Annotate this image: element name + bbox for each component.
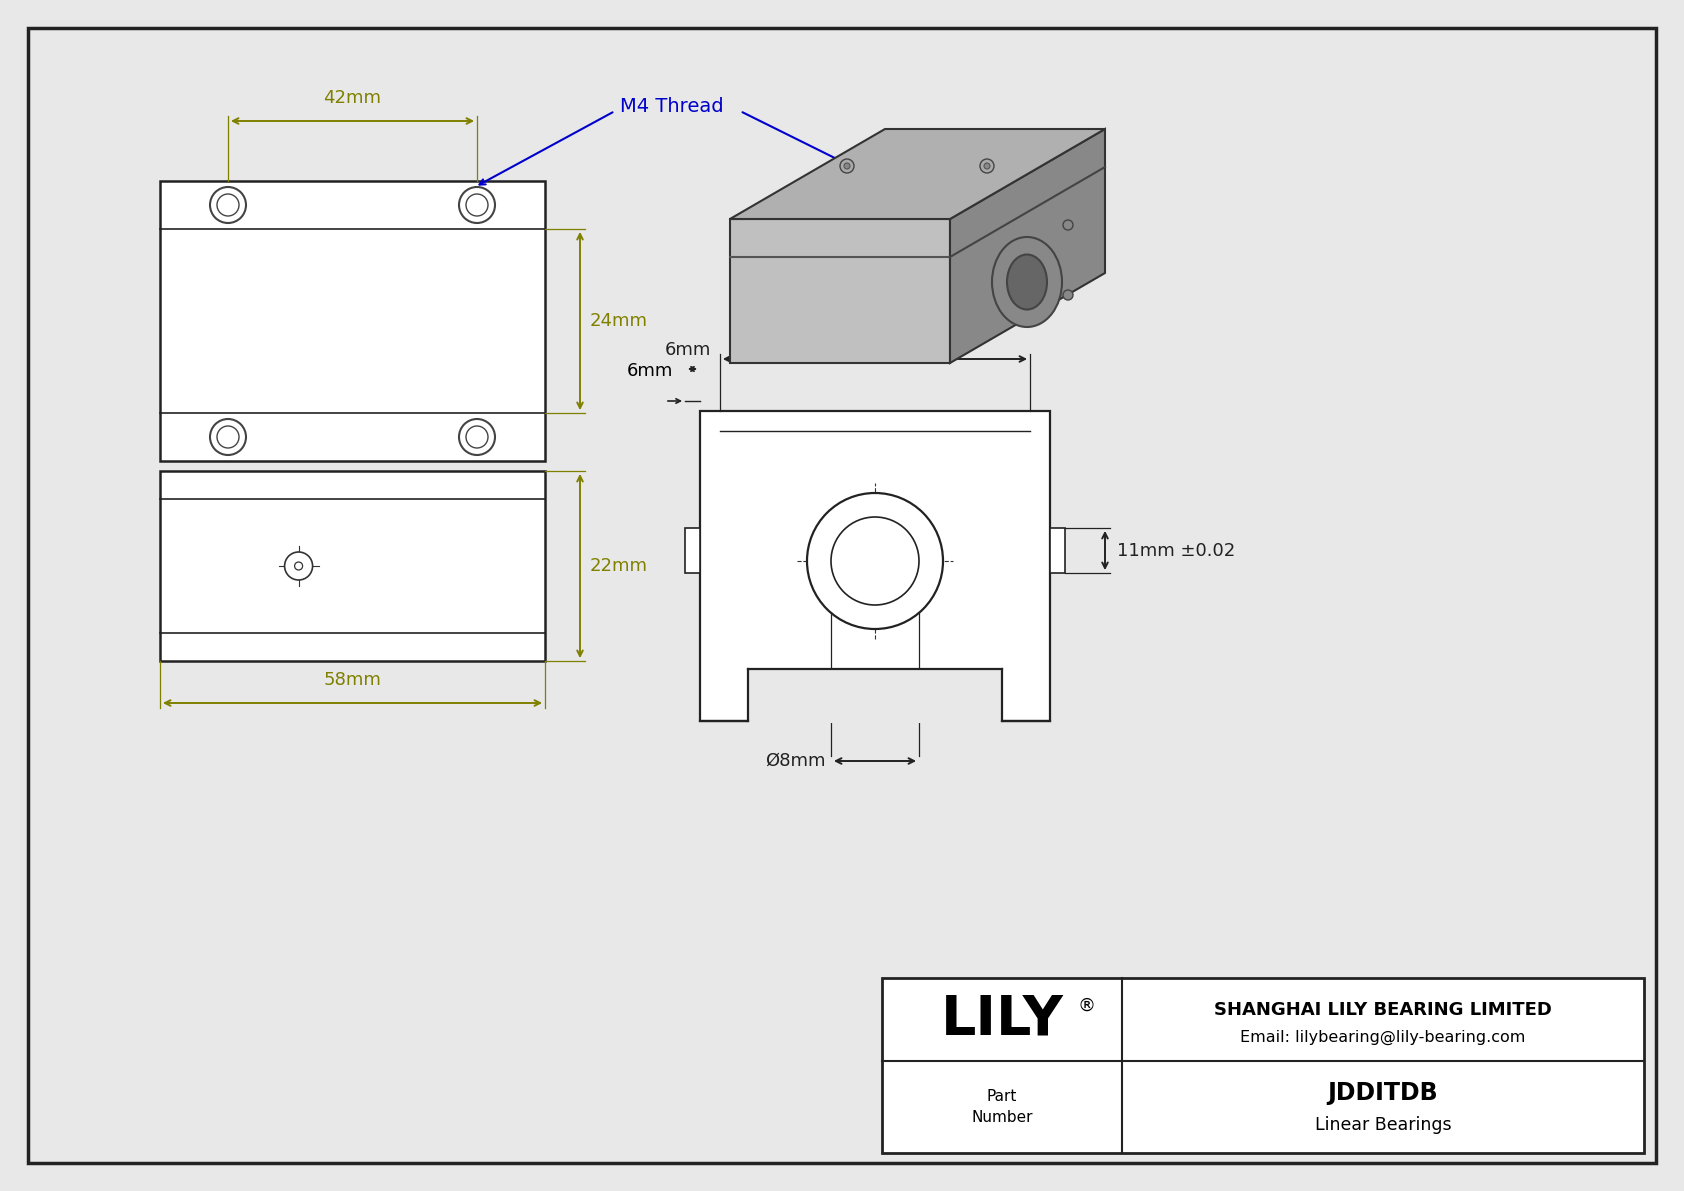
Circle shape <box>466 194 488 216</box>
Circle shape <box>844 163 850 169</box>
Text: LILY: LILY <box>941 992 1063 1047</box>
FancyBboxPatch shape <box>160 470 546 661</box>
Circle shape <box>466 426 488 448</box>
Circle shape <box>210 187 246 223</box>
Text: Linear Bearings: Linear Bearings <box>1315 1116 1452 1134</box>
Ellipse shape <box>1007 255 1047 310</box>
Circle shape <box>983 163 990 169</box>
FancyBboxPatch shape <box>882 978 1644 1153</box>
Circle shape <box>295 562 303 570</box>
Circle shape <box>830 517 919 605</box>
Circle shape <box>1063 220 1073 230</box>
Circle shape <box>1063 289 1073 300</box>
Text: JDDITDB: JDDITDB <box>1327 1081 1438 1105</box>
Circle shape <box>285 551 313 580</box>
Circle shape <box>840 160 854 173</box>
Text: Ø8mm: Ø8mm <box>766 752 825 771</box>
Circle shape <box>460 419 495 455</box>
Circle shape <box>217 426 239 448</box>
Polygon shape <box>729 219 950 363</box>
FancyBboxPatch shape <box>748 669 1002 723</box>
Text: 34mm: 34mm <box>845 328 904 345</box>
FancyBboxPatch shape <box>160 181 546 461</box>
FancyBboxPatch shape <box>701 411 1051 721</box>
Text: 42mm: 42mm <box>323 89 382 107</box>
Polygon shape <box>950 129 1105 363</box>
Circle shape <box>217 194 239 216</box>
Text: 58mm: 58mm <box>323 671 382 690</box>
Circle shape <box>460 187 495 223</box>
FancyBboxPatch shape <box>1051 528 1064 573</box>
Text: SHANGHAI LILY BEARING LIMITED: SHANGHAI LILY BEARING LIMITED <box>1214 1002 1553 1019</box>
Circle shape <box>807 493 943 629</box>
Polygon shape <box>729 129 1105 219</box>
Circle shape <box>210 419 246 455</box>
Text: Email: lilybearing@lily-bearing.com: Email: lilybearing@lily-bearing.com <box>1241 1030 1526 1046</box>
Text: 22mm: 22mm <box>589 557 648 575</box>
FancyBboxPatch shape <box>685 528 701 573</box>
Circle shape <box>980 160 994 173</box>
Text: 24mm: 24mm <box>589 312 648 330</box>
Text: M4 Thread: M4 Thread <box>620 96 724 116</box>
Text: 6mm: 6mm <box>626 362 674 380</box>
Text: Part
Number: Part Number <box>972 1089 1032 1125</box>
Text: 6mm: 6mm <box>665 341 711 358</box>
Text: 11mm ±0.02: 11mm ±0.02 <box>1116 542 1236 560</box>
Ellipse shape <box>992 237 1063 328</box>
Text: ®: ® <box>1078 997 1096 1015</box>
